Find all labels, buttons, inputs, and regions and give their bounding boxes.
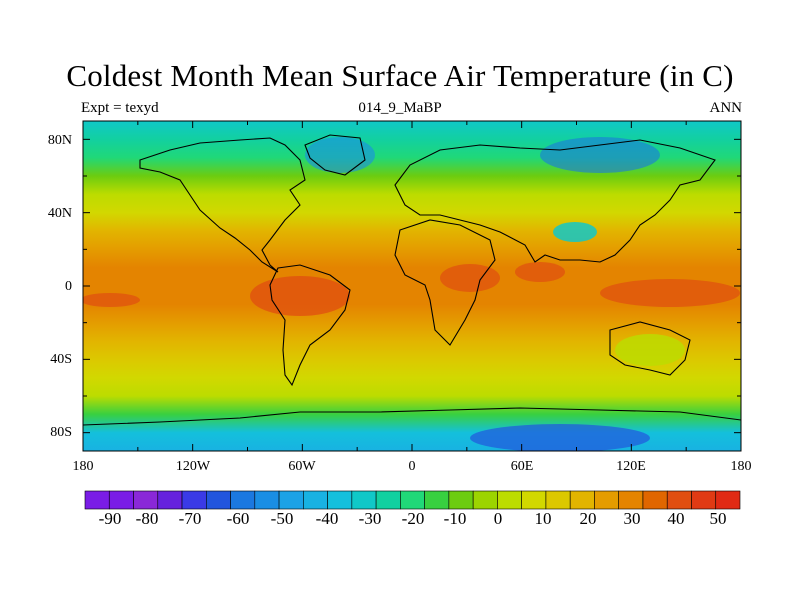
x-axis-label-60e: 60E — [510, 459, 534, 474]
colorbar-swatch — [472, 490, 498, 510]
colorbar-swatch — [351, 490, 377, 510]
y-axis-label-80n: 80N — [47, 133, 72, 148]
colorbar-swatch — [521, 490, 547, 510]
x-axis-label-180w: 180 — [72, 459, 94, 474]
colorbar-swatch — [666, 490, 692, 510]
colorbar-label: -50 — [270, 509, 294, 528]
north-america-coastline — [139, 137, 306, 273]
greenland-cold-patch — [305, 137, 375, 173]
colorbar-swatch — [594, 490, 620, 510]
season-label: ANN — [709, 100, 743, 116]
east-pacific-warm-patch — [83, 293, 140, 307]
africa-coastline — [394, 219, 496, 346]
colorbar-swatch — [108, 490, 134, 510]
colorbar — [84, 490, 741, 510]
south-america-warm-patch — [250, 276, 350, 316]
colorbar-label: 40 — [667, 509, 685, 528]
colorbar-swatch — [497, 490, 522, 510]
map-plot-area — [83, 121, 741, 451]
x-axis-label-120w: 120W — [175, 459, 211, 474]
colorbar-swatch — [642, 490, 668, 510]
south-america-coastline — [269, 264, 351, 387]
eurasia-coastline — [394, 139, 716, 263]
x-axis-label-0: 0 — [408, 459, 416, 474]
y-axis-label-80s: 80S — [50, 425, 72, 440]
colorbar-swatch — [181, 490, 207, 510]
colorbar-swatch — [691, 490, 717, 510]
colorbar-swatch — [375, 490, 401, 510]
australia-coastline — [609, 321, 691, 376]
west-pacific-warm-patch — [600, 279, 740, 307]
axis-ticks — [82, 121, 742, 451]
colorbar-swatch — [327, 490, 353, 510]
tibet-cold-patch — [553, 222, 597, 242]
antarctica-cold-patch — [470, 424, 650, 451]
colorbar-swatch — [545, 490, 571, 510]
colorbar-swatch — [448, 490, 474, 510]
x-axis-label-60w: 60W — [288, 459, 316, 474]
colorbar-label: -90 — [98, 509, 122, 528]
colorbar-swatch — [230, 490, 256, 510]
colorbar-label: -60 — [226, 509, 250, 528]
colorbar-label: -10 — [443, 509, 467, 528]
colorbar-label: -40 — [315, 509, 339, 528]
greenland-coastline — [304, 134, 366, 176]
y-axis-label-40n: 40N — [47, 206, 72, 221]
colorbar-label: 10 — [534, 509, 552, 528]
colorbar-swatch — [715, 490, 741, 510]
colorbar-swatch — [254, 490, 280, 510]
colorbar-swatch — [618, 490, 644, 510]
experiment-label: Expt = texyd — [81, 100, 159, 116]
colorbar-label: 50 — [709, 509, 727, 528]
colorbar-swatch — [400, 490, 425, 510]
colorbar-swatch — [424, 490, 450, 510]
colorbar-label: -80 — [135, 509, 159, 528]
colorbar-label: 20 — [579, 509, 597, 528]
colorbar-label: 30 — [623, 509, 641, 528]
y-axis-label-equator: 0 — [65, 279, 72, 294]
antarctica-coastline — [83, 407, 741, 426]
colorbar-swatch — [569, 490, 595, 510]
y-axis-label-40s: 40S — [50, 352, 72, 367]
colorbar-swatch — [133, 490, 159, 510]
colorbar-swatch — [84, 490, 110, 510]
colorbar-label: -70 — [178, 509, 202, 528]
time-label: 014_9_MaBP — [358, 100, 442, 116]
colorbar-swatch — [278, 490, 304, 510]
colorbar-label: 0 — [493, 509, 503, 528]
australia-patch — [615, 334, 685, 366]
map-title: Coldest Month Mean Surface Air Temperatu… — [66, 58, 734, 93]
colorbar-swatch — [206, 490, 231, 510]
africa-warm-patch — [440, 264, 500, 292]
x-axis-label-120e: 120E — [616, 459, 646, 474]
colorbar-label: -20 — [401, 509, 425, 528]
x-axis-label-180e: 180 — [730, 459, 752, 474]
colorbar-swatch — [157, 490, 183, 510]
coastlines — [83, 134, 741, 426]
colorbar-swatch — [303, 490, 328, 510]
india-warm-patch — [515, 262, 565, 282]
siberia-cold-patch — [540, 137, 660, 173]
colorbar-label: -30 — [358, 509, 382, 528]
